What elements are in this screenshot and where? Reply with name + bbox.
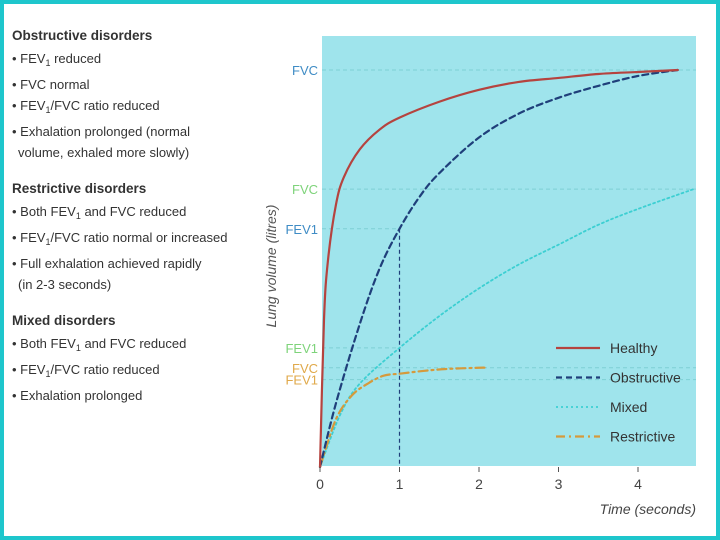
item-text: (in 2-3 seconds): [18, 277, 112, 292]
item-text: /FVC ratio reduced: [50, 98, 160, 113]
bullet-dot-icon: •: [12, 388, 21, 403]
section-title: Restrictive disorders: [12, 181, 147, 196]
bullet-item: • Full exhalation achieved rapidly: [12, 253, 262, 274]
bullet-item: (in 2-3 seconds): [12, 274, 262, 295]
reference-label: FEV1: [285, 222, 318, 237]
item-text: and FVC reduced: [80, 336, 187, 351]
subscript-text: 1: [75, 343, 81, 353]
item-text: FEV: [20, 230, 46, 245]
x-tick-label: 4: [634, 476, 642, 492]
item-text: FEV: [20, 98, 46, 113]
x-tick-label: 1: [396, 476, 404, 492]
item-text: FEV: [20, 51, 46, 66]
series-line-obstructive: [318, 68, 679, 469]
item-text: FVC normal: [20, 77, 90, 92]
subscript-text: 1: [75, 211, 81, 221]
item-text: Both FEV: [20, 336, 76, 351]
item-text: /FVC ratio reduced: [50, 362, 160, 377]
y-axis-label: Lung volume (litres): [263, 205, 279, 328]
subscript-text: 1: [45, 58, 51, 68]
x-tick-label: 2: [475, 476, 483, 492]
bullet-dot-icon: •: [12, 230, 21, 245]
bullet-dot-icon: •: [12, 77, 21, 92]
bullet-item: • Exhalation prolonged: [12, 385, 262, 406]
bullet-item: • FEV1/FVC ratio normal or increased: [12, 227, 262, 253]
plot-background: [322, 36, 696, 467]
bullet-item: • FVC normal: [12, 74, 262, 95]
item-text: reduced: [50, 51, 102, 66]
bullet-item: • FEV1/FVC ratio reduced: [12, 359, 262, 385]
item-text: Both FEV: [20, 204, 76, 219]
disorders-panel: Obstructive disorders • FEV1 reduced • FVC…: [12, 28, 262, 424]
section-title: Mixed disorders: [12, 313, 116, 328]
reference-label: FEV1: [285, 341, 318, 356]
item-text: and FVC reduced: [80, 204, 187, 219]
item-text: Exhalation prolonged: [20, 388, 143, 403]
section-title: Obstructive disorders: [12, 28, 153, 43]
x-tick-label: 0: [316, 476, 324, 492]
item-text: /FVC ratio normal or increased: [50, 230, 228, 245]
series-line-restrictive: [318, 366, 489, 469]
bullet-dot-icon: •: [12, 336, 21, 351]
subscript-text: 1: [45, 105, 51, 115]
disorder-section: Obstructive disorders • FEV1 reduced • FVC…: [12, 28, 262, 163]
reference-label: FVC: [292, 361, 318, 376]
bullet-dot-icon: •: [12, 51, 21, 66]
item-text: volume, exhaled more slowly): [18, 145, 190, 160]
bullet-item: • Both FEV1 and FVC reduced: [12, 201, 262, 227]
bullet-dot-icon: •: [12, 362, 21, 377]
bullet-dot-icon: •: [12, 204, 21, 219]
reference-label: FVC: [292, 182, 318, 197]
legend-label: Healthy: [610, 340, 657, 356]
subscript-text: 1: [45, 237, 51, 247]
spirometry-chart: Lung volume (litres)FVCFVCFEV1FEV1FVCFEV…: [263, 36, 696, 517]
bullet-item: • FEV1/FVC ratio reduced: [12, 95, 262, 121]
bullet-item: • FEV1 reduced: [12, 48, 262, 74]
item-text: Full exhalation achieved rapidly: [20, 256, 202, 271]
bullet-dot-icon: •: [12, 98, 21, 113]
bullet-item: • Both FEV1 and FVC reduced: [12, 333, 262, 359]
subscript-text: 1: [45, 369, 51, 379]
bullet-item: • Exhalation prolonged (normal: [12, 121, 262, 142]
disorder-section: Restrictive disorders • Both FEV1 and FVC…: [12, 181, 262, 295]
bullet-dot-icon: •: [12, 256, 21, 271]
bullet-item: volume, exhaled more slowly): [12, 142, 262, 163]
slide-frame: Obstructive disorders • FEV1 reduced • FVC…: [4, 4, 716, 536]
legend-label: Restrictive: [610, 429, 676, 445]
bullet-dot-icon: •: [12, 124, 21, 139]
legend-label: Obstructive: [610, 370, 681, 386]
legend-label: Mixed: [610, 399, 647, 415]
x-axis-label: Time (seconds): [600, 501, 696, 517]
series-line-healthy: [318, 68, 679, 469]
x-tick-label: 3: [555, 476, 563, 492]
reference-label: FEV1: [285, 373, 318, 388]
series-line-mixed: [319, 188, 695, 468]
disorder-section: Mixed disorders • Both FEV1 and FVC reduc…: [12, 313, 262, 406]
item-text: FEV: [20, 362, 46, 377]
item-text: Exhalation prolonged (normal: [20, 124, 190, 139]
reference-label: FVC: [292, 63, 318, 78]
